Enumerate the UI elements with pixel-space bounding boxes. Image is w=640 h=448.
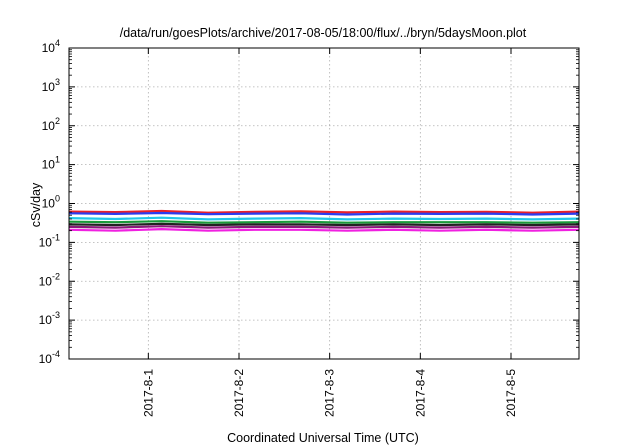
y-tick-label: 102 [42, 116, 60, 133]
series-line-6 [68, 225, 580, 229]
series-line-5 [68, 222, 580, 227]
x-tick-label: 2017-8-4 [413, 369, 427, 417]
x-tick-label: 2017-8-3 [323, 369, 337, 417]
y-tick-label: 101 [42, 155, 60, 172]
x-tick-label: 2017-8-5 [504, 369, 518, 417]
y-tick-label: 10-3 [39, 310, 60, 327]
series-line-1 [68, 209, 580, 214]
y-tick-label: 104 [42, 38, 60, 55]
y-tick-label: 103 [42, 77, 60, 94]
series-line-2 [68, 211, 580, 216]
x-axis: 2017-8-1 2017-8-2 2017-8-3 2017-8-4 2017-8-5 [141, 48, 518, 417]
series-line-3 [68, 216, 580, 221]
y-axis: 10-4 10-3 10-2 10-1 100 101 102 103 104 [39, 38, 579, 366]
x-tick-label: 2017-8-1 [141, 369, 155, 417]
y-tick-label: 10-1 [39, 232, 60, 249]
y-tick-label: 100 [42, 194, 60, 211]
series-line-4 [68, 220, 580, 224]
series-line-7 [68, 228, 580, 232]
gridlines [69, 48, 579, 359]
y-tick-label: 10-4 [39, 349, 60, 366]
chart-title: /data/run/goesPlots/archive/2017-08-05/1… [120, 26, 527, 40]
series-group [68, 209, 580, 232]
y-axis-label: cSv/day [29, 182, 43, 227]
y-tick-label: 10-2 [39, 271, 60, 288]
x-axis-label: Coordinated Universal Time (UTC) [227, 431, 419, 445]
x-tick-label: 2017-8-2 [232, 369, 246, 417]
